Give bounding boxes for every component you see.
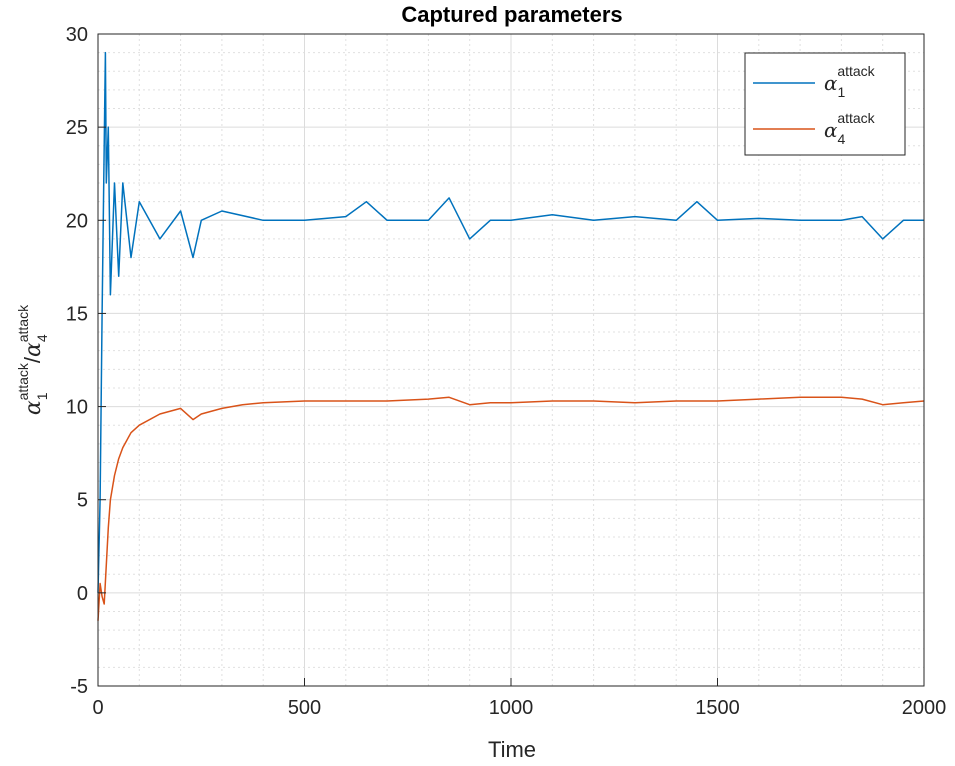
- y-label-sup-1: attack: [15, 362, 31, 400]
- x-axis: 0 500 1000 1500 2000: [92, 678, 946, 719]
- x-axis-label: Time: [488, 737, 536, 762]
- y-tick-label: 25: [66, 117, 88, 139]
- minor-grid: [98, 34, 924, 686]
- legend-entry-series-1: α1 attack: [824, 63, 876, 100]
- legend-sub-2: 4: [838, 131, 846, 147]
- legend-sup-1: attack: [837, 63, 875, 79]
- y-tick-label: 5: [77, 490, 88, 512]
- y-tick-label: 15: [66, 303, 88, 325]
- y-label-sub-1: 1: [34, 392, 50, 400]
- series-layer: [97, 51, 925, 621]
- y-tick-label: 10: [66, 397, 88, 419]
- y-label-sup-2: attack: [15, 304, 31, 342]
- legend-symbol-1: α: [824, 71, 838, 95]
- x-tick-label: 2000: [902, 697, 947, 719]
- series-line-1: [97, 51, 924, 593]
- legend: α1attack α4attack: [744, 52, 906, 156]
- y-label-sub-2: 4: [34, 334, 50, 342]
- y-axis-label: α1attack/α4attack: [15, 304, 50, 415]
- x-tick-label: 1000: [489, 697, 534, 719]
- y-tick-label: -5: [70, 676, 88, 698]
- legend-sup-2: attack: [837, 110, 875, 126]
- series-line-2: [97, 396, 925, 621]
- legend-symbol-2: α: [824, 118, 838, 142]
- x-tick-label: 500: [288, 697, 321, 719]
- y-axis: -5 0 5 10 15 20 25 30: [66, 24, 106, 698]
- x-tick-label: 0: [92, 697, 103, 719]
- y-tick-label: 30: [66, 24, 88, 46]
- svg-text:α1attack/α4attack: α1attack/α4attack: [15, 304, 50, 415]
- y-tick-label: 20: [66, 210, 88, 232]
- y-label-symbol-2: α: [21, 342, 46, 357]
- y-label-symbol-1: α: [21, 400, 46, 415]
- legend-entry-series-2: α4 attack: [824, 110, 876, 147]
- legend-sub-1: 1: [838, 84, 846, 100]
- chart-title: Captured parameters: [401, 2, 622, 27]
- y-label-separator: /: [20, 356, 45, 363]
- legend-box: [744, 52, 906, 156]
- y-tick-label: 0: [77, 583, 88, 605]
- x-tick-label: 1500: [695, 697, 740, 719]
